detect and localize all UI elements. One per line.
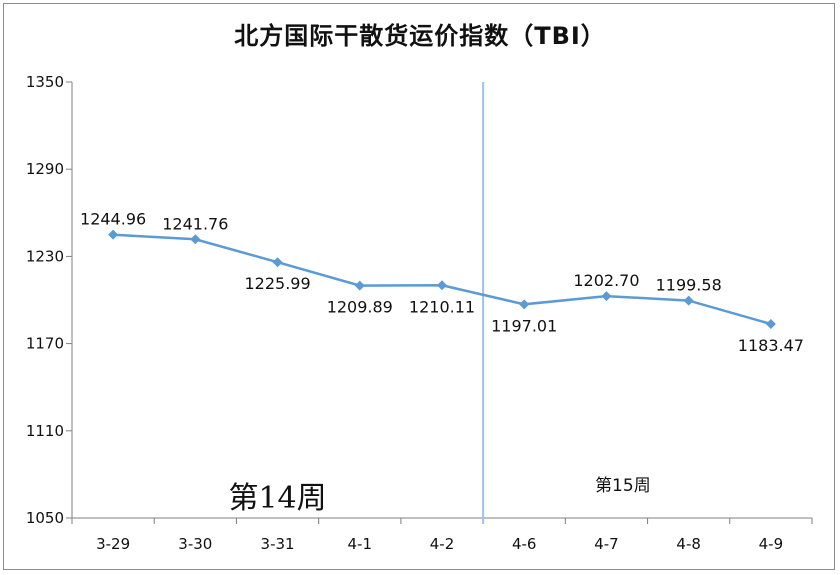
y-tick-label: 1350 bbox=[26, 73, 64, 91]
x-tick-label: 4-6 bbox=[512, 535, 537, 553]
data-label: 1183.47 bbox=[738, 336, 804, 355]
data-label: 1197.01 bbox=[491, 316, 557, 335]
data-label: 1241.76 bbox=[162, 214, 228, 233]
y-tick-label: 1050 bbox=[26, 509, 64, 527]
chart-title: 北方国际干散货运价指数（TBI） bbox=[234, 22, 606, 50]
y-axis-ticks: 1050 1110 1170 1230 1290 1350 bbox=[26, 73, 72, 527]
x-tick-label: 4-9 bbox=[759, 535, 784, 553]
data-label: 1209.89 bbox=[327, 298, 393, 317]
data-label: 1202.70 bbox=[573, 271, 639, 290]
data-label: 1210.11 bbox=[409, 297, 475, 316]
data-label: 1199.58 bbox=[656, 276, 722, 295]
data-point-marker bbox=[190, 234, 201, 245]
data-point-marker bbox=[601, 291, 612, 302]
x-tick-label: 4-2 bbox=[430, 535, 455, 553]
data-point-marker bbox=[765, 319, 776, 330]
x-tick-label: 3-30 bbox=[178, 535, 212, 553]
x-tick-label: 3-29 bbox=[96, 535, 130, 553]
data-point-marker bbox=[519, 299, 530, 310]
axes bbox=[71, 82, 812, 519]
data-point-marker bbox=[683, 295, 694, 306]
data-point-marker bbox=[354, 280, 365, 291]
y-tick-label: 1290 bbox=[26, 160, 64, 178]
y-tick-label: 1230 bbox=[26, 247, 64, 265]
y-tick-label: 1110 bbox=[26, 422, 64, 440]
data-label: 1244.96 bbox=[80, 210, 146, 229]
x-tick-label: 3-31 bbox=[261, 535, 295, 553]
data-point-marker bbox=[272, 257, 283, 268]
week14-annotation: 第14周 bbox=[228, 481, 326, 516]
data-points bbox=[108, 229, 776, 330]
week15-annotation: 第15周 bbox=[595, 476, 651, 496]
data-label: 1225.99 bbox=[244, 274, 310, 293]
x-tick-label: 4-8 bbox=[676, 535, 701, 553]
y-tick-label: 1170 bbox=[26, 335, 64, 353]
data-point-marker bbox=[108, 229, 119, 240]
x-tick-label: 4-7 bbox=[594, 535, 619, 553]
x-tick-label: 4-1 bbox=[348, 535, 373, 553]
data-point-marker bbox=[437, 280, 447, 291]
data-labels: 1244.96 1241.76 1225.99 1209.89 1210.11 1197.… bbox=[80, 210, 804, 355]
x-axis-ticks: 3-29 3-30 3-31 4-1 4-2 4-6 4-7 4-8 4-9 bbox=[71, 518, 813, 553]
